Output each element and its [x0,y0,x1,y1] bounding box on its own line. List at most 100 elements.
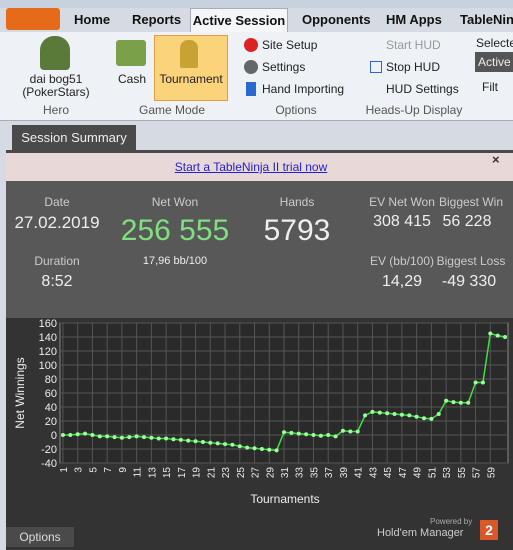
cash-icon [116,40,146,66]
stat-label: EV Net Won [369,195,435,209]
data-point [215,441,220,446]
hero-site[interactable]: (PokerStars) [22,85,90,99]
x-tick-label: 29 [265,467,276,479]
data-point [230,442,235,447]
title-bar [0,0,513,8]
icon [244,60,258,74]
data-point [112,435,117,440]
data-point [178,437,183,442]
tournament-button[interactable]: Tournament [159,72,223,86]
tab[interactable]: HM Apps [386,12,442,27]
stat-label: Biggest Win [438,195,504,209]
stat-label: Date [44,195,70,209]
hero-name[interactable]: dai bog51 [29,72,83,86]
data-point [83,431,88,436]
data-point [311,433,316,437]
x-tick-label: 37 [324,467,335,479]
data-point [127,435,132,440]
stat-value: 8:52 [41,273,73,290]
session-tab[interactable]: Session Summary [12,125,136,150]
data-point [164,436,169,441]
banner [6,153,513,181]
data-point [407,413,412,418]
data-point [171,437,176,442]
group-label: Hero [42,103,69,117]
group-label: Heads-Up Display [365,103,463,117]
x-tick-label: 49 [413,467,424,479]
data-point [142,435,146,440]
data-point [377,410,382,415]
x-tick-label: 11 [133,467,144,478]
x-tick-label: 1 [59,467,70,473]
data-point [149,435,154,440]
cash-button[interactable]: Cash [117,72,146,86]
data-point [68,433,73,437]
footer [6,524,513,550]
app-menu-button[interactable] [6,8,60,30]
data-point [208,440,213,445]
data-point [186,438,191,443]
x-tick-label: 51 [427,467,438,479]
data-point [466,400,471,405]
stat-value: 5793 [263,214,331,247]
x-tick-label: 17 [177,467,188,479]
options-button[interactable]: Options [6,527,74,547]
data-point [259,447,264,451]
data-point [75,432,80,437]
y-tick-label: 40 [45,402,57,414]
y-tick-label: 60 [45,388,57,400]
x-tick-label: 21 [206,467,217,479]
stat-label: Biggest Loss [436,254,506,268]
tab[interactable]: Reports [132,12,182,27]
x-tick-label: 13 [147,467,158,479]
x-tick-label: 55 [457,467,468,479]
x-tick-label: 7 [103,467,114,473]
menu-item[interactable]: Stop HUD [386,60,441,74]
hero-avatar [40,36,70,70]
x-tick-label: 47 [398,467,409,479]
data-point [451,400,456,405]
x-tick-label: 15 [162,467,173,479]
x-tick-label: 33 [295,467,306,479]
menu-item[interactable]: Settings [262,60,306,74]
stat-label: EV (bb/100) [369,254,435,268]
x-tick-label: 25 [236,467,247,479]
data-point [274,448,279,453]
y-axis-label: Net Winnings [13,357,27,428]
powered-by: Powered by [430,517,473,526]
y-tick-label: 140 [39,332,57,344]
tab-active[interactable]: Active Session [190,8,288,33]
data-point [385,411,390,416]
data-point [156,436,161,441]
data-point [296,431,301,436]
menu-item[interactable]: Hand Importing [262,82,345,96]
brand: Hold'em Manager [377,527,464,539]
menu-item[interactable]: Site Setup [262,38,318,52]
data-point [495,333,500,338]
filter-button[interactable]: Filt [482,80,498,94]
stat-value: 256 555 [120,214,230,247]
data-point [488,331,493,336]
stat-value: -49 330 [441,273,497,290]
close-button[interactable]: × [492,152,500,167]
data-point [193,439,198,444]
menu-item[interactable]: HUD Settings [386,82,459,96]
x-tick-label: 23 [221,467,232,479]
x-tick-label: 19 [192,467,203,479]
data-point [237,444,242,449]
banner-link[interactable]: Start a TableNinja II trial now [174,160,328,174]
y-tick-label: -20 [41,444,57,456]
tab[interactable]: Home [74,12,111,27]
menu-item[interactable]: Start HUD [386,38,441,52]
tab[interactable]: TableNinja [460,12,513,27]
x-tick-label: 3 [74,467,85,473]
data-point [429,416,434,421]
x-tick-label: 57 [472,467,483,479]
x-tick-label: 59 [486,467,497,479]
data-point [355,429,360,434]
data-point [422,416,426,421]
tab[interactable]: Opponents [302,12,371,27]
x-tick-label: 9 [118,467,129,473]
data-point [318,433,323,438]
dropdown[interactable]: Active [475,52,513,72]
